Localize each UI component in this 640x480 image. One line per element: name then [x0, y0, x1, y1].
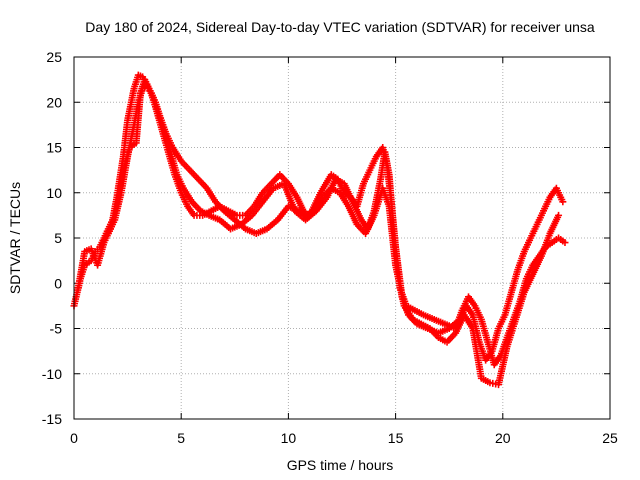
grid [74, 57, 610, 419]
y-tick-label: -5 [50, 321, 63, 337]
x-tick-label: 5 [177, 430, 185, 446]
x-tick-label: 25 [602, 430, 618, 446]
data-point [561, 239, 569, 247]
x-axis-label: GPS time / hours [287, 457, 394, 473]
plot-frame [73, 56, 611, 420]
x-tick-label: 10 [281, 430, 297, 446]
y-tick-label: 25 [46, 49, 62, 65]
y-tick-label: 5 [54, 230, 62, 246]
y-tick-label: 10 [46, 185, 62, 201]
chart-title: Day 180 of 2024, Sidereal Day-to-day VTE… [85, 19, 595, 35]
y-tick-label: 15 [46, 140, 62, 156]
y-tick-label: 0 [54, 275, 62, 291]
y-tick-label: -15 [42, 411, 62, 427]
ticks: 0 5 10 15 20 25 -15 -10 -5 0 5 10 15 20 25 [42, 49, 618, 446]
y-axis-label: SDTVAR / TECUs [7, 182, 23, 294]
y-tick-label: 20 [46, 94, 62, 110]
data-point [555, 211, 563, 219]
y-tick-label: -10 [42, 366, 62, 382]
data-points [70, 71, 569, 389]
x-tick-label: 0 [70, 430, 78, 446]
x-tick-label: 20 [495, 430, 511, 446]
data-point [559, 198, 567, 206]
x-tick-label: 15 [388, 430, 404, 446]
series-track-c [104, 82, 563, 389]
